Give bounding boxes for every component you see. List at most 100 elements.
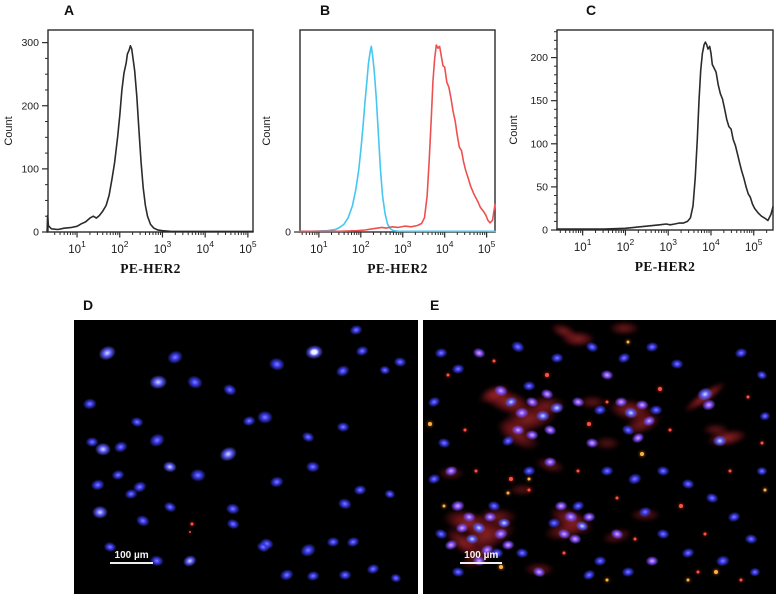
cell-nucleus bbox=[148, 374, 168, 390]
cell-nucleus bbox=[616, 351, 633, 366]
orange-speck bbox=[605, 578, 609, 582]
cell-nucleus bbox=[570, 499, 586, 514]
cell-nucleus bbox=[225, 517, 241, 531]
x-tick-label: 104 bbox=[436, 239, 454, 256]
scale-bar-label: 100 µm bbox=[464, 550, 499, 562]
cell-nucleus bbox=[300, 430, 316, 444]
cell-nucleus bbox=[511, 424, 526, 436]
cell-nucleus bbox=[349, 323, 364, 336]
cell-nucleus bbox=[592, 555, 607, 567]
y-axis-title: Count bbox=[508, 115, 520, 144]
x-tick-label: 104 bbox=[196, 239, 214, 256]
red-speck bbox=[189, 531, 192, 534]
red-speck bbox=[463, 428, 467, 432]
cell-nucleus bbox=[256, 410, 274, 424]
cell-nucleus bbox=[298, 541, 318, 560]
flow-histogram-b: 0 101 102 103 104 105 Count PE-HER2 bbox=[261, 29, 496, 276]
cell-nucleus bbox=[547, 517, 561, 528]
cell-nucleus bbox=[630, 430, 647, 446]
cell-nucleus bbox=[383, 488, 397, 500]
cell-nucleus bbox=[95, 343, 118, 364]
fluorescence-micrograph-d: 100 µm bbox=[74, 320, 418, 594]
cell-nucleus bbox=[345, 535, 361, 549]
her2-red-stain bbox=[439, 503, 499, 542]
cell-nucleus bbox=[535, 410, 551, 422]
cell-nucleus bbox=[680, 478, 695, 491]
cell-nucleus bbox=[497, 517, 511, 528]
cell-nucleus bbox=[242, 415, 257, 428]
red-speck bbox=[190, 522, 194, 526]
cell-nucleus bbox=[365, 562, 381, 576]
red-speck bbox=[760, 441, 764, 445]
cell-nucleus bbox=[95, 442, 112, 456]
scale-bar-line bbox=[110, 562, 154, 565]
cell-nucleus bbox=[451, 566, 466, 578]
cell-nucleus bbox=[486, 500, 501, 513]
cell-nucleus bbox=[338, 569, 352, 580]
red-speck bbox=[576, 469, 580, 473]
cell-nucleus bbox=[162, 500, 178, 515]
cell-nucleus bbox=[433, 347, 448, 359]
histogram-curve-black-curve bbox=[46, 44, 254, 233]
cell-nucleus bbox=[700, 397, 718, 413]
y-tick-label: 200 bbox=[530, 52, 548, 64]
red-speck bbox=[562, 551, 566, 555]
her2-red-stain bbox=[508, 483, 536, 497]
cell-nucleus bbox=[255, 540, 271, 555]
cell-nucleus bbox=[336, 496, 354, 512]
x-tick-label: 102 bbox=[617, 237, 635, 254]
cell-nucleus bbox=[756, 466, 768, 476]
cell-nucleus bbox=[695, 385, 715, 403]
cell-nucleus bbox=[531, 565, 548, 579]
red-speck bbox=[657, 386, 662, 391]
cell-nucleus bbox=[304, 344, 324, 361]
orange-speck bbox=[442, 504, 446, 508]
cell-nucleus bbox=[443, 464, 459, 478]
cell-nucleus bbox=[645, 555, 660, 567]
y-tick-label: 100 bbox=[21, 163, 39, 175]
cell-nucleus bbox=[336, 421, 350, 433]
histogram-curve-black-curve bbox=[556, 41, 774, 230]
her2-red-stain bbox=[495, 397, 562, 440]
cell-nucleus bbox=[161, 460, 179, 475]
x-tick-label: 103 bbox=[659, 237, 677, 254]
cell-nucleus bbox=[582, 511, 596, 523]
orange-speck bbox=[428, 422, 433, 427]
cell-nucleus bbox=[567, 533, 582, 545]
cell-nucleus bbox=[146, 431, 167, 450]
panel-label-d: D bbox=[83, 297, 94, 313]
red-speck bbox=[739, 578, 743, 582]
cell-nucleus bbox=[509, 339, 528, 356]
scale-bar: 100 µm bbox=[460, 550, 503, 565]
cell-nucleus bbox=[705, 491, 720, 505]
cell-nucleus bbox=[748, 567, 761, 577]
cell-nucleus bbox=[550, 352, 564, 364]
cell-nucleus bbox=[425, 395, 442, 410]
histogram-curve-red-curve bbox=[299, 44, 496, 233]
cell-nucleus bbox=[626, 471, 644, 487]
red-speck bbox=[633, 537, 637, 541]
cell-nucleus bbox=[81, 397, 98, 411]
cell-nucleus bbox=[592, 404, 607, 417]
cell-nucleus bbox=[268, 474, 285, 489]
red-speck bbox=[728, 469, 732, 473]
cell-nucleus bbox=[499, 433, 516, 448]
red-speck bbox=[509, 476, 514, 481]
cell-nucleus bbox=[620, 566, 635, 578]
cell-nucleus bbox=[574, 519, 590, 532]
her2-red-stain bbox=[592, 436, 621, 451]
x-axis-title: PE-HER2 bbox=[120, 261, 181, 276]
cell-nucleus bbox=[450, 499, 467, 513]
fluorescence-micrograph-e: 100 µm bbox=[423, 320, 776, 594]
cell-nucleus bbox=[92, 505, 109, 519]
her2-red-stain bbox=[705, 426, 749, 450]
cell-nucleus bbox=[164, 347, 185, 366]
cell-nucleus bbox=[483, 512, 497, 523]
orange-speck bbox=[763, 488, 767, 492]
red-speck bbox=[474, 469, 478, 473]
her2-red-stain bbox=[545, 500, 598, 540]
cell-nucleus bbox=[525, 429, 540, 441]
x-tick-label: 101 bbox=[68, 239, 86, 256]
cell-nucleus bbox=[217, 443, 239, 464]
